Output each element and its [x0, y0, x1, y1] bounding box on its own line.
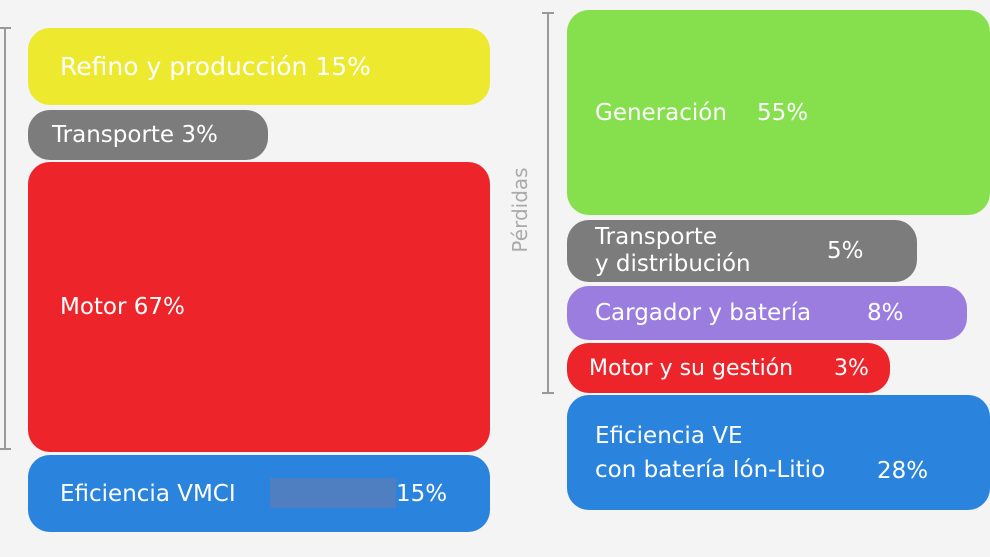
- eficiencia-vmci-value: 15%: [396, 480, 448, 507]
- motor-block: Motor 67%: [28, 162, 490, 452]
- cargador-block: Cargador y batería 8%: [567, 286, 967, 340]
- transporte-value: 5%: [827, 237, 864, 264]
- transporte-line2: y distribución: [595, 251, 751, 277]
- left-bracket: [0, 27, 11, 450]
- perdidas-label: Pérdidas: [508, 167, 532, 253]
- eficiencia-vmci-label: Eficiencia VMCI: [60, 480, 236, 507]
- eficiencia-vmci-block: Eficiencia VMCI 15%: [28, 455, 490, 532]
- generacion-value: 55%: [757, 99, 809, 126]
- motor-label: Motor 67%: [60, 294, 185, 320]
- eficiencia-ve-line2: con batería Ión-Litio: [595, 456, 826, 483]
- refino-block: Refino y producción 15%: [28, 28, 490, 105]
- cargador-label: Cargador y batería: [595, 300, 812, 326]
- transporte-distribucion-block: Transporte y distribución 5%: [567, 220, 917, 282]
- refino-label: Refino y producción 15%: [60, 52, 371, 81]
- motor-gestion-label: Motor y su gestión: [589, 355, 794, 381]
- transporte-label: Transporte 3%: [52, 122, 218, 148]
- eficiencia-ve-value: 28%: [877, 458, 929, 484]
- transporte-line1: Transporte: [595, 224, 718, 250]
- eficiencia-ve-block: Eficiencia VE con batería Ión-Litio 28%: [567, 395, 990, 510]
- generacion-block: Generación 55%: [567, 10, 990, 215]
- transporte-block: Transporte 3%: [28, 110, 268, 160]
- cargador-value: 8%: [867, 300, 904, 326]
- perdidas-bracket: [542, 12, 554, 394]
- motor-gestion-value: 3%: [834, 355, 869, 381]
- redacted-region: [270, 478, 396, 508]
- generacion-label: Generación: [595, 99, 727, 126]
- motor-gestion-block: Motor y su gestión 3%: [567, 343, 890, 393]
- eficiencia-ve-line1: Eficiencia VE: [595, 422, 743, 449]
